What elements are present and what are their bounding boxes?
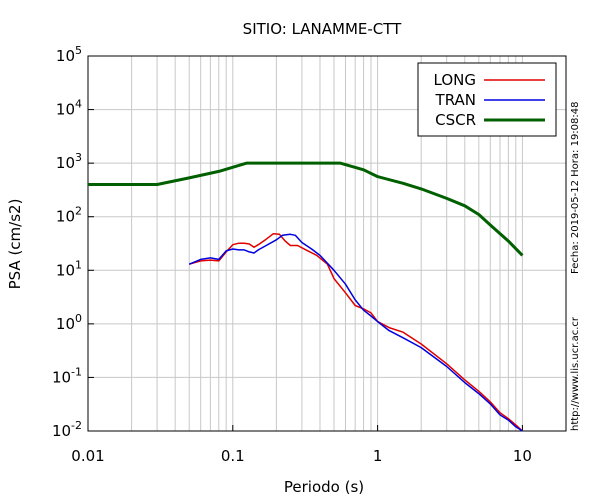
x-tick-label: 0.01: [71, 447, 104, 465]
y-tick-label: 101: [56, 258, 82, 279]
y-axis-label: PSA (cm/s2): [6, 199, 24, 290]
legend: LONG TRAN CSCR: [417, 62, 557, 137]
legend-label-tran: TRAN: [435, 91, 476, 109]
x-tick-labels: 0.01 0.1 1 10: [71, 447, 532, 465]
y-tick-label: 10-2: [52, 419, 82, 440]
y-tick-label: 102: [56, 205, 82, 226]
x-tick-label: 10: [513, 447, 532, 465]
y-tick-label: 100: [56, 312, 82, 333]
series-line-tran: [188, 233, 523, 432]
chart-title: SITIO: LANAMME-CTT: [243, 20, 402, 38]
y-tick-label: 105: [56, 44, 82, 65]
plot-frame: [87, 55, 567, 432]
timestamp-text: Fecha: 2019-05-12 Hora: 19:08:48: [570, 101, 581, 275]
y-tick-label: 104: [56, 98, 82, 119]
series-line-cscr: [88, 161, 524, 257]
y-tick-label: 103: [56, 151, 82, 172]
legend-label-long: LONG: [434, 71, 476, 89]
y-tick-label: 10-1: [52, 365, 82, 386]
source-url-text: http://www.lis.ucr.ac.cr: [570, 317, 581, 431]
x-tick-label: 0.1: [221, 447, 245, 465]
series-line-long: [188, 233, 523, 432]
x-tick-label: 1: [373, 447, 383, 465]
series-group: [88, 161, 524, 432]
x-axis-label: Periodo (s): [284, 478, 364, 496]
legend-label-cscr: CSCR: [435, 111, 476, 129]
grid-lines: [87, 55, 567, 432]
y-tick-labels: 10-2 10-1 100 101 102 103 104 105: [52, 44, 82, 440]
